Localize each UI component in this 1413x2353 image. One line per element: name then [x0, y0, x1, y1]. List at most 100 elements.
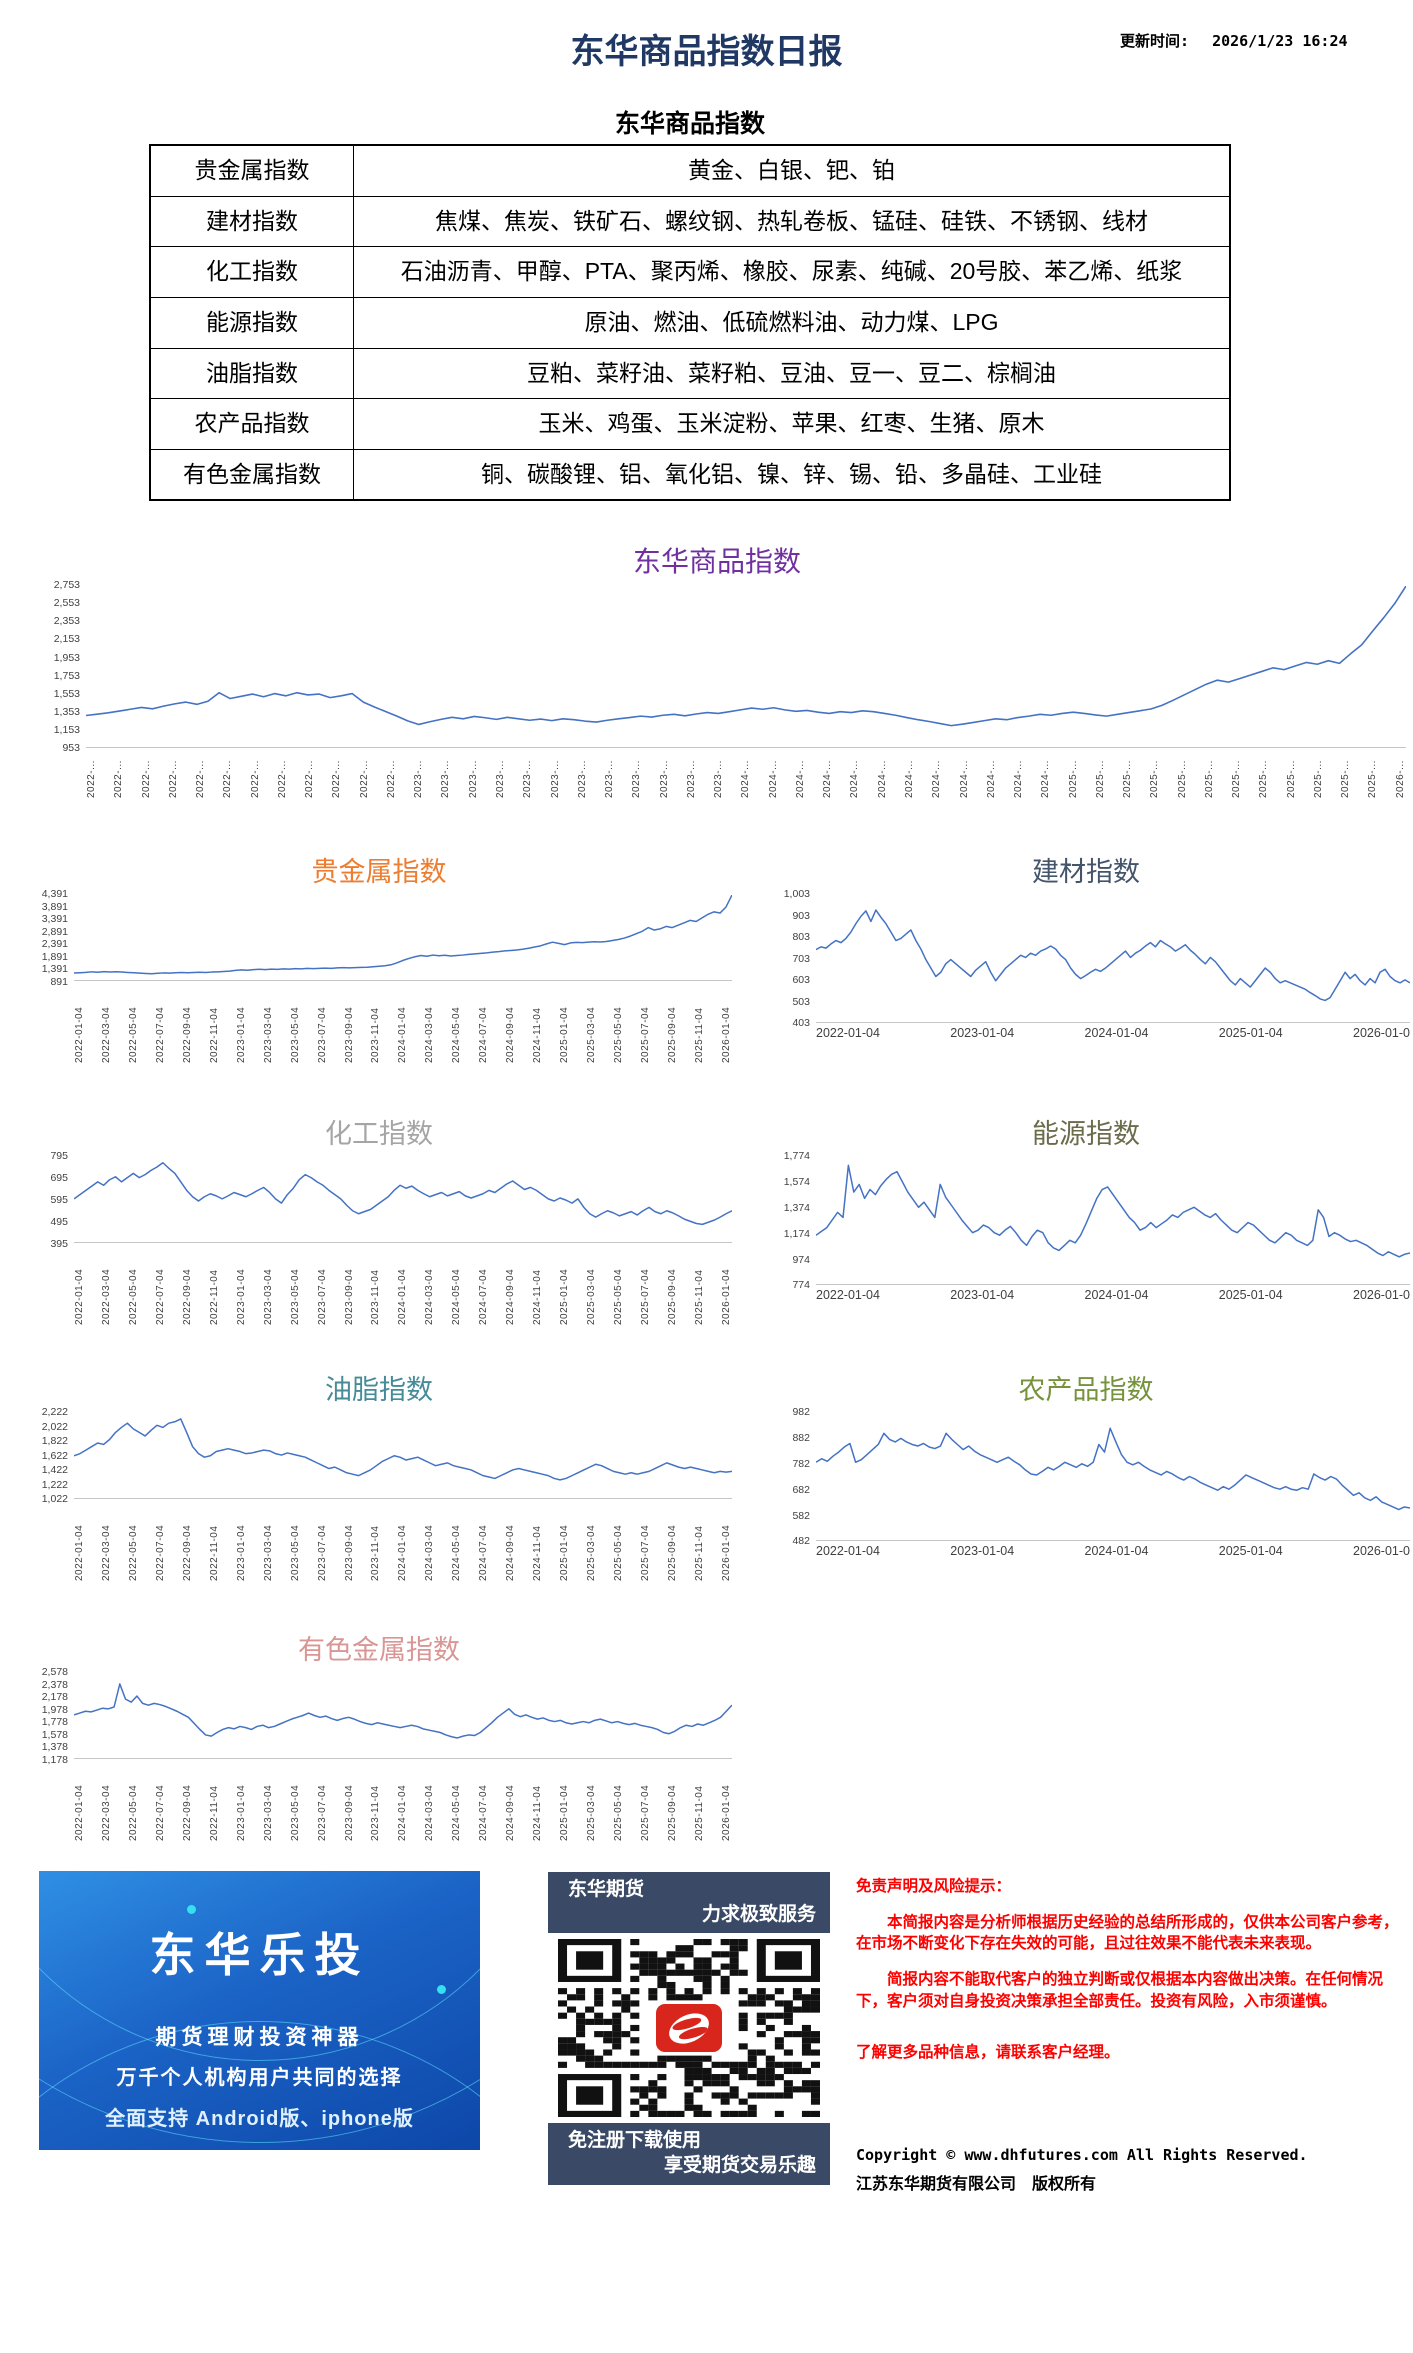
x-tick-label: 2023-01-04: [235, 1006, 247, 1063]
x-tick-label: 2023-03-04: [262, 1784, 274, 1841]
x-tick-label: 2023-01-04: [950, 1544, 1015, 1558]
x-tick-label: 2022-01-04: [816, 1544, 880, 1558]
x-tick-label: 2024-...: [931, 760, 943, 798]
x-tick-label: 2022-01-04: [74, 1268, 85, 1325]
x-tick-label: 2023-11-04: [370, 1525, 382, 1581]
x-tick-label: 2022-...: [86, 760, 97, 798]
index-table-block: 东华商品指数 贵金属指数 黄金、白银、钯、铂 建材指数 焦煤、焦炭、铁矿石、螺纹钢、热…: [149, 104, 1231, 502]
y-axis: 982 882 782 682 582 482: [762, 1407, 816, 1547]
y-tick-label: 1,822: [41, 1435, 68, 1448]
banner-platforms: 全面支持 Android版、iphone版: [105, 2108, 414, 2130]
x-tick-label: 2023-05-04: [289, 1006, 301, 1063]
x-tick-label: 2022-03-04: [100, 1784, 112, 1841]
x-tick-label: 2025-01-04: [559, 1524, 571, 1581]
x-tick-label: 2025-01-04: [559, 1784, 571, 1841]
y-tick-label: 482: [792, 1535, 810, 1548]
index-table-body: 贵金属指数 黄金、白银、钯、铂 建材指数 焦煤、焦炭、铁矿石、螺纹钢、热轧卷板、锰硅、…: [149, 144, 1231, 501]
x-tick-label: 2025-...: [1340, 760, 1352, 798]
x-tick-label: 2024-...: [985, 760, 997, 798]
x-tick-label: 2026-01-0: [1353, 1288, 1410, 1302]
x-tick-label: 2024-...: [849, 760, 861, 798]
disclaimer: 免责声明及风险提示： 本简报内容是分析师根据历史经验的总结所形成的，仅供本公司客…: [856, 1876, 1408, 2078]
x-tick-label: 2024-01-04: [1084, 1544, 1149, 1558]
y-tick-label: 1,622: [41, 1449, 68, 1462]
x-tick-label: 2024-09-04: [505, 1006, 517, 1063]
update-time-value: 2026/1/23 16:24: [1212, 32, 1348, 50]
y-tick-label: 1,891: [41, 950, 68, 963]
y-tick-label: 891: [50, 975, 68, 988]
chart-oils: 油脂指数 2,222 2,022 1,822 1,622 1,422 1,222 1,022…: [26, 1368, 732, 1581]
y-tick-label: 1,222: [41, 1478, 68, 1491]
y-tick-label: 1,353: [53, 706, 80, 719]
x-tick-label: 2023-11-04: [370, 1269, 382, 1325]
index-category: 有色金属指数: [149, 448, 354, 501]
x-tick-label: 2022-03-04: [100, 1006, 112, 1063]
x-tick-label: 2024-07-04: [478, 1524, 490, 1581]
x-tick-label: 2024-...: [903, 760, 915, 798]
y-tick-label: 1,574: [783, 1175, 810, 1188]
y-axis: 1,003 903 803 703 603 503 403: [762, 889, 816, 1029]
x-tick-label: 2022-...: [195, 760, 207, 798]
banner-dot: [187, 1905, 196, 1914]
x-tick-label: 2024-...: [740, 760, 752, 798]
y-tick-label: 2,891: [41, 925, 68, 938]
x-tick-label: 2023-11-04: [370, 1007, 382, 1063]
chart-energy: 能源指数 1,774 1,574 1,374 1,174 974 774 2022-01-…: [762, 1112, 1410, 1310]
y-tick-label: 1,178: [41, 1753, 68, 1766]
x-tick-label: 2023-01-04: [235, 1784, 247, 1841]
qr-bottom-line1: 免注册下载使用: [568, 2130, 702, 2152]
x-tick-label: 2024-11-04: [532, 1525, 544, 1581]
y-tick-label: 3,391: [41, 913, 68, 925]
disclaimer-para2: 简报内容不能取代客户的独立判断或仅根据本内容做出决策。在任何情况下，客户须对自身…: [856, 1971, 1384, 2010]
y-tick-label: 695: [50, 1171, 68, 1184]
y-tick-label: 1,578: [41, 1728, 68, 1741]
x-tick-label: 2025-11-04: [693, 1525, 705, 1581]
y-tick-label: 2,378: [41, 1678, 68, 1691]
index-components: 豆粕、菜籽油、菜籽粕、豆油、豆一、豆二、棕榈油: [353, 347, 1231, 400]
x-tick-label: 2022-03-04: [100, 1524, 112, 1581]
y-axis: 2,222 2,022 1,822 1,622 1,422 1,222 1,022: [26, 1407, 74, 1505]
x-tick-label: 2025-03-04: [586, 1268, 598, 1325]
x-tick-label: 2023-09-04: [343, 1006, 355, 1063]
x-axis: 2022-01-04 2023-01-04 2024-01-04 2025-01-04…: [816, 1023, 1410, 1048]
x-tick-label: 2025-03-04: [586, 1784, 598, 1841]
y-tick-label: 882: [792, 1431, 810, 1444]
x-tick-label: 2025-05-04: [613, 1524, 625, 1581]
x-tick-label: 2024-05-04: [451, 1006, 463, 1063]
x-tick-label: 2024-07-04: [478, 1268, 490, 1325]
y-tick-label: 703: [792, 952, 810, 965]
y-tick-label: 395: [50, 1237, 68, 1250]
chart-nonferrous-metals: 有色金属指数 2,578 2,378 2,178 1,978 1,778 1,578 1,3…: [26, 1628, 732, 1841]
y-tick-label: 682: [792, 1483, 810, 1496]
x-tick-label: 2024-01-04: [397, 1524, 409, 1581]
x-axis: 2022-01-04 2022-03-04 2022-05-04 2022-07-04…: [74, 981, 732, 1063]
y-tick-label: 1,003: [783, 888, 810, 900]
plot-area: [74, 1413, 732, 1499]
table-row: 贵金属指数 黄金、白银、钯、铂: [149, 144, 1231, 197]
x-tick-label: 2023-01-04: [950, 1026, 1015, 1040]
y-tick-label: 582: [792, 1509, 810, 1522]
y-tick-label: 2,578: [41, 1666, 68, 1678]
x-tick-label: 2023-...: [604, 760, 616, 798]
chart-title: 东华商品指数: [632, 546, 801, 577]
chart-main-index: 东华商品指数 2,753 2,553 2,353 2,153 1,953 1,753 1,5…: [28, 540, 1406, 798]
x-tick-label: 2023-07-04: [316, 1268, 328, 1325]
x-tick-label: 2025-...: [1176, 760, 1188, 798]
qr-top-line2: 力求极致服务: [701, 1903, 816, 1925]
x-tick-label: 2025-01-04: [1218, 1544, 1283, 1558]
index-table: 贵金属指数 黄金、白银、钯、铂 建材指数 焦煤、焦炭、铁矿石、螺纹钢、热轧卷板、锰硅、…: [149, 144, 1231, 502]
x-tick-label: 2022-...: [222, 760, 234, 798]
plot-area: [816, 1413, 1410, 1541]
qr-top-line1: 东华期货: [568, 1879, 645, 1900]
x-tick-label: 2025-09-04: [666, 1524, 678, 1581]
y-tick-label: 795: [50, 1150, 68, 1162]
x-tick-label: 2023-05-04: [289, 1268, 301, 1325]
plot-area: [74, 1673, 732, 1759]
x-tick-label: 2025-...: [1094, 760, 1106, 798]
x-tick-label: 2024-...: [822, 760, 834, 798]
qr-top-band: 东华期货 力求极致服务: [548, 1872, 830, 1934]
x-tick-label: 2024-05-04: [451, 1784, 463, 1841]
qr-code-block: 东华期货 力求极致服务 免注册下载使用 享受期货交易乐趣: [548, 1872, 830, 2185]
x-tick-label: 2025-07-04: [640, 1524, 652, 1581]
index-components: 焦煤、焦炭、铁矿石、螺纹钢、热轧卷板、锰硅、硅铁、不锈钢、线材: [353, 195, 1231, 248]
